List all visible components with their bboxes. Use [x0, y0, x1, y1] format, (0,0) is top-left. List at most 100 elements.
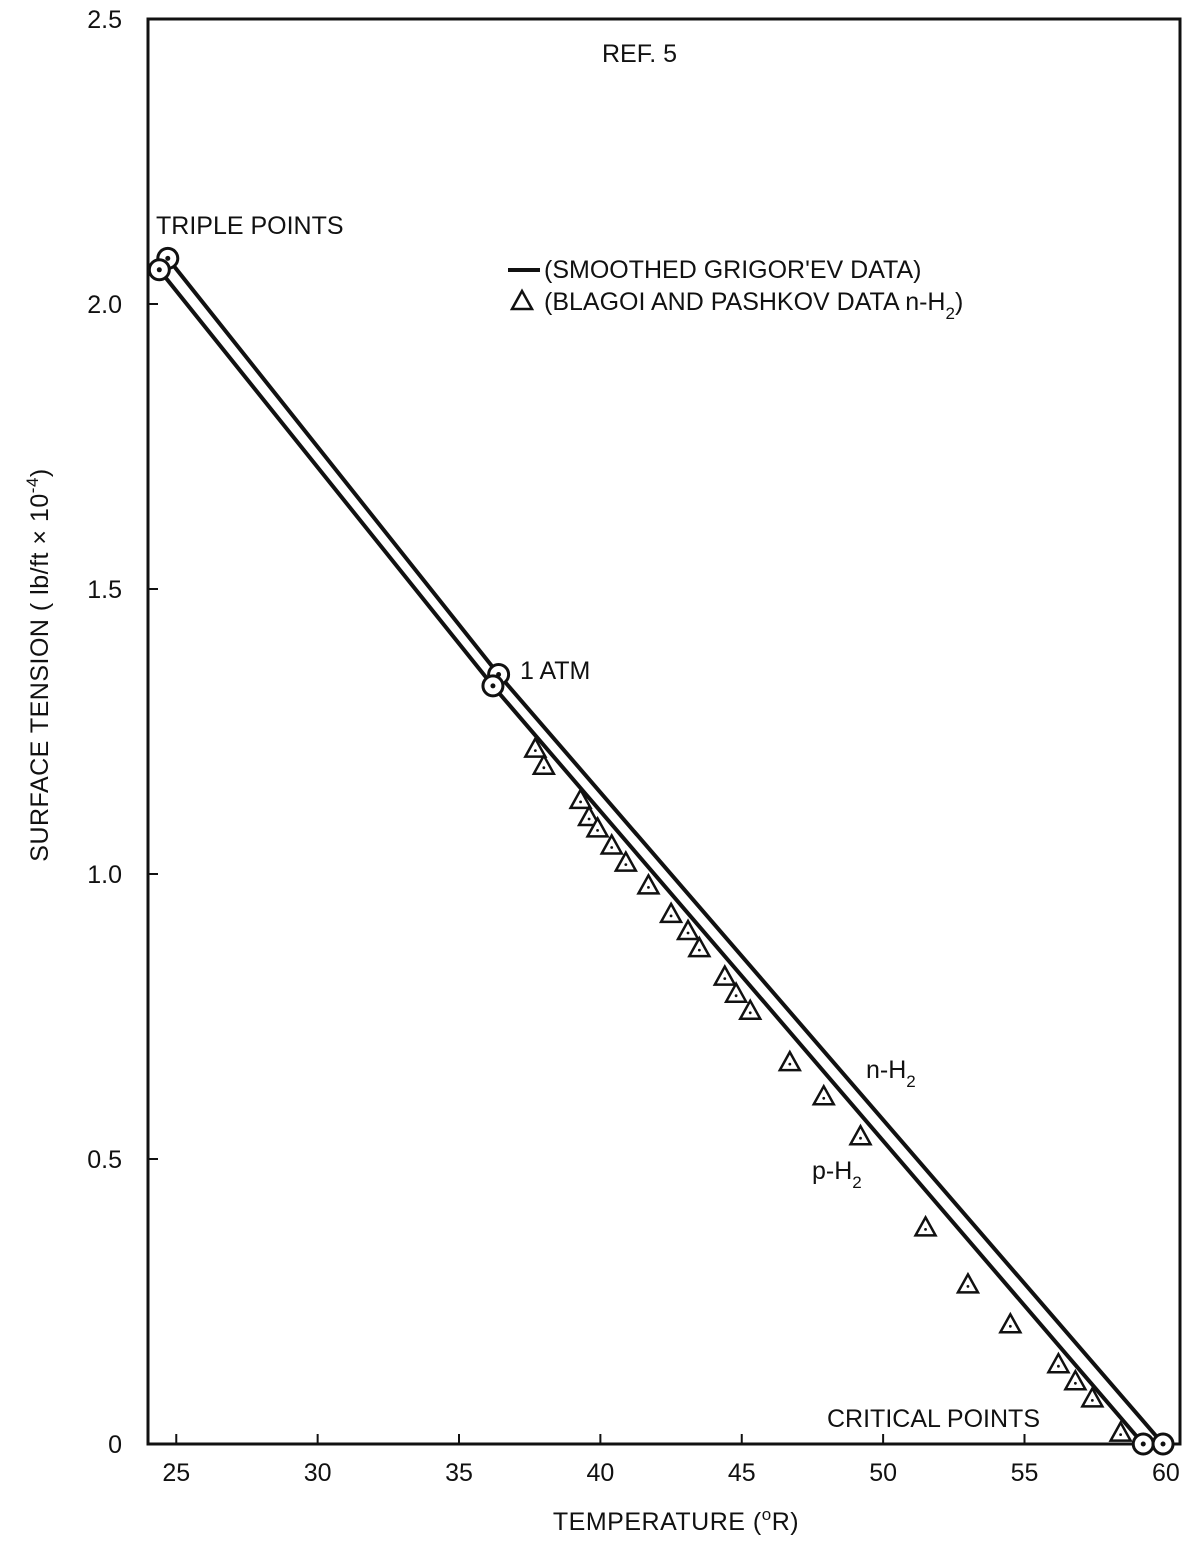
circle-marker-dot [1160, 1441, 1166, 1447]
triangle-marker-dot [686, 931, 690, 935]
triangle-marker [568, 787, 593, 810]
circle-marker-dot [490, 683, 496, 689]
data-point-triangle [998, 1311, 1023, 1334]
x-tick-label: 55 [1011, 1459, 1039, 1487]
y-tick-label: 1.5 [87, 576, 122, 604]
y-tick-label: 1.0 [87, 861, 122, 889]
data-point-triangle [848, 1123, 873, 1146]
critical-point-p-h2-marker [1131, 1432, 1155, 1456]
data-point-triangle [712, 964, 737, 986]
triangle-marker [523, 736, 548, 758]
triangle-marker [777, 1049, 802, 1072]
x-tick-label: 50 [869, 1459, 897, 1487]
data-point-triangle [658, 901, 684, 924]
legend-label-smoothed: (SMOOTHED GRIGOR'EV DATA) [544, 256, 921, 284]
critical-point-n-h2-marker [1151, 1432, 1175, 1456]
data-point-triangle [955, 1271, 981, 1294]
data-point-triangle [1046, 1351, 1071, 1374]
triangle-marker [576, 804, 602, 827]
triangle-marker [1108, 1420, 1133, 1442]
data-point-triangle [585, 815, 610, 838]
triangle-marker-dot [859, 1136, 862, 1140]
triangle-marker-dot [697, 948, 701, 952]
legend-label-blagoi: (BLAGOI AND PASHKOV DATA n-H2) [544, 288, 963, 323]
series-line-n-h2 [166, 257, 1165, 1446]
data-point-triangle [599, 832, 624, 855]
triangle-marker-dot [587, 817, 591, 821]
ref-label: REF. 5 [602, 40, 677, 68]
x-tick-label: 30 [304, 1459, 332, 1487]
triangle-marker-dot [924, 1228, 927, 1231]
triangle-marker [955, 1271, 981, 1294]
data-point-triangle [568, 787, 593, 810]
triangle-marker-dot [734, 994, 738, 998]
triangle-marker-dot [596, 829, 599, 832]
data-point-triangle [1063, 1368, 1088, 1391]
triangle-marker [712, 964, 737, 986]
x-tick-label: 35 [445, 1459, 473, 1487]
triangle-marker [1063, 1368, 1088, 1391]
y-tick-label: 0 [108, 1431, 122, 1459]
circle-marker-dot [156, 267, 162, 273]
triangle-marker [811, 1083, 836, 1106]
series-label-p-h2: p-H2 [812, 1157, 862, 1192]
data-point-triangle [777, 1049, 802, 1072]
x-axis-title: TEMPERATURE (oR) [553, 1505, 799, 1536]
triangle-marker-dot [822, 1096, 826, 1100]
triangle-marker [687, 935, 712, 958]
triangle-marker [675, 918, 701, 941]
triangle-marker-dot [723, 977, 727, 980]
1-atm-p-h2-marker [481, 674, 505, 698]
triangle-marker [723, 981, 749, 1003]
triangle-marker-dot [647, 886, 650, 889]
plot-frame [146, 17, 1182, 1446]
series-line-p-h2 [157, 268, 1145, 1446]
triangle-marker-dot [788, 1062, 792, 1066]
triangle-marker-dot [533, 749, 537, 752]
triangle-marker [1046, 1351, 1071, 1374]
triangle-marker [998, 1311, 1023, 1334]
triangle-marker-dot [610, 846, 614, 849]
y-axis-title: SURFACE TENSION ( lb/ft × 10-4) [23, 468, 54, 861]
triangle-marker-dot [1119, 1433, 1123, 1436]
triangle-marker [613, 850, 638, 872]
data-point-triangle [613, 850, 638, 872]
data-point-triangle [675, 918, 701, 941]
data-point-triangle [523, 736, 548, 758]
x-tick-label: 40 [586, 1459, 614, 1487]
circle-marker-dot [165, 255, 171, 261]
data-point-triangle [811, 1083, 836, 1106]
triangle-marker [531, 753, 556, 775]
triangle-marker [913, 1214, 938, 1237]
1-atm-label: 1 ATM [520, 657, 590, 685]
triangle-marker-dot [748, 1011, 752, 1015]
triangle-marker-dot [1073, 1381, 1077, 1385]
triangle-marker [599, 832, 624, 855]
critical-points-label: CRITICAL POINTS [827, 1405, 1040, 1433]
y-tick-label: 2.0 [87, 291, 122, 319]
circle-marker-dot [1140, 1441, 1146, 1447]
y-tick-label: 0.5 [87, 1146, 122, 1174]
triple-point-p-h2-marker [147, 258, 171, 282]
triangle-marker [848, 1123, 873, 1146]
data-point-triangle [531, 753, 556, 775]
y-tick-label: 2.5 [87, 6, 122, 34]
data-point-triangle [576, 804, 602, 827]
data-point-triangle [687, 935, 712, 958]
triangle-marker-dot [966, 1285, 970, 1288]
triple-points-label: TRIPLE POINTS [156, 212, 344, 240]
data-point-triangle [1108, 1420, 1133, 1442]
data-point-triangle [636, 872, 661, 895]
triangle-marker-dot [579, 800, 582, 804]
legend-triangle-swatch [509, 288, 535, 311]
triangle-marker [738, 998, 763, 1021]
x-tick-label: 45 [728, 1459, 756, 1487]
triangle-marker-dot [1057, 1364, 1060, 1368]
legend: (SMOOTHED GRIGOR'EV DATA) (BLAGOI AND PA… [508, 256, 963, 323]
triangle-marker-dot [1090, 1399, 1094, 1402]
y-axis-ticks: 0 0.5 1.0 1.5 2.0 2.5 [87, 6, 158, 1459]
x-tick-label: 25 [162, 1459, 190, 1487]
series-layer [157, 257, 1165, 1446]
triangle-marker [636, 872, 661, 895]
